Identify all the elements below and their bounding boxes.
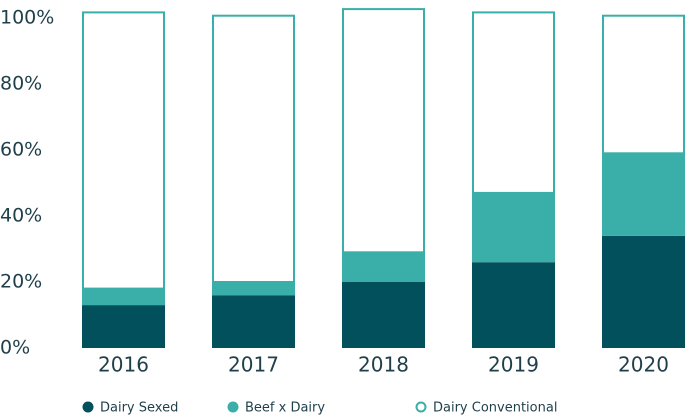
- bar-segment: [472, 262, 555, 348]
- legend-marker: [227, 401, 239, 413]
- x-tick-label: 2017: [228, 353, 279, 377]
- legend-label: Dairy Sexed: [100, 401, 178, 416]
- x-tick-label: 2016: [98, 353, 149, 377]
- bar-segment: [602, 153, 685, 236]
- bar-segment: [342, 8, 425, 254]
- bar-segment: [342, 282, 425, 348]
- y-tick-label: 80%: [0, 73, 42, 95]
- bar-segment: [82, 11, 165, 290]
- bar-segment: [472, 192, 555, 263]
- y-tick-label: 40%: [0, 205, 42, 227]
- x-tick-label: 2019: [488, 353, 539, 377]
- bar-segment: [82, 305, 165, 348]
- bar-segment: [472, 11, 555, 194]
- y-tick-label: 0%: [0, 337, 30, 359]
- x-tick-label: 2018: [358, 353, 409, 377]
- bar-segment: [602, 14, 685, 155]
- bar-segment: [82, 288, 165, 306]
- y-tick-label: 60%: [0, 139, 42, 161]
- y-tick-label: 100%: [0, 7, 54, 29]
- bar-segment: [212, 295, 295, 348]
- legend-marker: [82, 401, 94, 413]
- bar-segment: [212, 14, 295, 283]
- x-tick-label: 2020: [618, 353, 669, 377]
- bar-segment: [342, 252, 425, 282]
- y-tick-label: 20%: [0, 271, 42, 293]
- legend-label: Dairy Conventional: [433, 401, 557, 416]
- legend-label: Beef x Dairy: [245, 401, 325, 416]
- legend-marker: [415, 401, 427, 413]
- bar-segment: [212, 282, 295, 296]
- bar-segment: [602, 235, 685, 348]
